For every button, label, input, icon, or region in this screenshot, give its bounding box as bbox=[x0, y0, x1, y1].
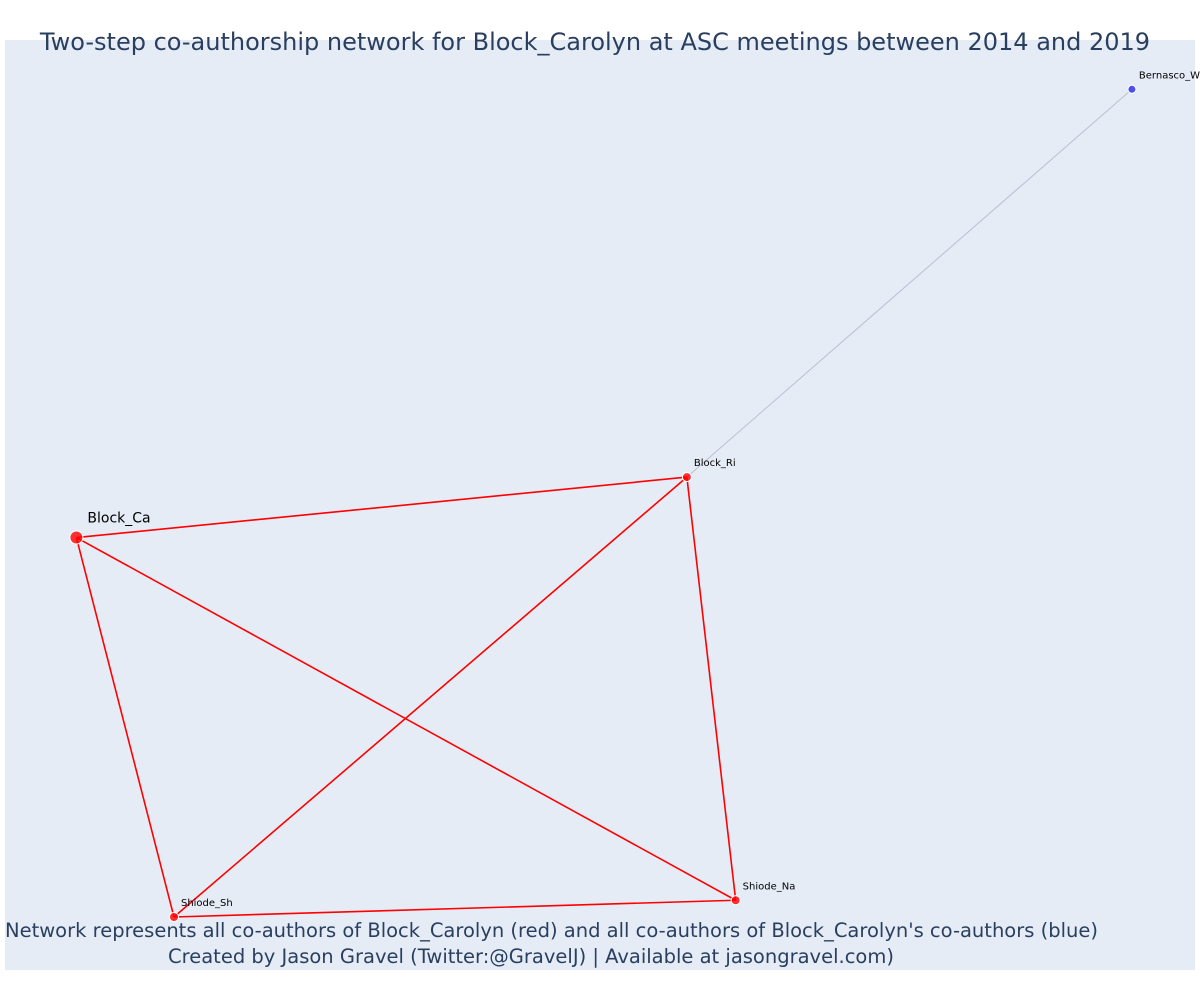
labels-layer: Block_Ca Block_Ri Shiode_Sh Shiode_Na Bernas… bbox=[87, 70, 1200, 909]
nodes-layer bbox=[69, 84, 1137, 922]
edge-block_ri-shiode_sh bbox=[173, 476, 688, 918]
node-shiode_na[interactable] bbox=[730, 895, 741, 906]
node-block_ri[interactable] bbox=[681, 472, 692, 483]
node-bernasco_wi[interactable] bbox=[1127, 84, 1137, 94]
edge-shiode_sh-shiode_na bbox=[173, 899, 736, 918]
node-shiode_sh[interactable] bbox=[168, 911, 179, 922]
plot-area bbox=[5, 40, 1195, 970]
node-block_ca[interactable] bbox=[69, 530, 84, 545]
edge-block_ri-shiode_na bbox=[686, 477, 737, 901]
chart-title: Two-step co-authorship network for Block… bbox=[39, 28, 1151, 56]
caption-line-1: Network represents all co-authors of Blo… bbox=[5, 919, 1098, 942]
node-label-shiode_na: Shiode_Na bbox=[743, 881, 796, 892]
edge-block_ri-bernasco_wi bbox=[686, 88, 1133, 478]
edge-block_ca-block_ri bbox=[76, 476, 687, 539]
node-label-block_ri: Block_Ri bbox=[694, 458, 736, 469]
edges-layer bbox=[75, 88, 1133, 918]
chart-caption: Network represents all co-authors of Blo… bbox=[5, 918, 1098, 970]
node-label-shiode_sh: Shiode_Sh bbox=[181, 898, 233, 909]
edge-block_ca-shiode_sh bbox=[75, 537, 175, 918]
node-label-bernasco_wi: Bernasco_Wi bbox=[1139, 70, 1200, 81]
node-label-block_ca: Block_Ca bbox=[87, 511, 150, 527]
caption-line-2: Created by Jason Gravel (Twitter:@Gravel… bbox=[168, 945, 894, 968]
